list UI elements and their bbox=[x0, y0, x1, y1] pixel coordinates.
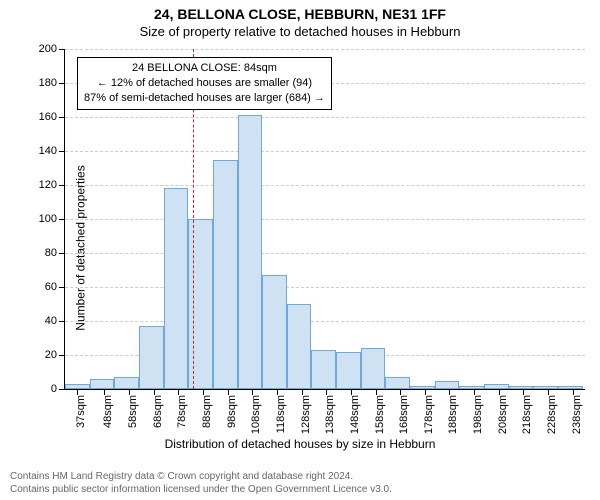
y-tick-label: 180 bbox=[39, 77, 57, 89]
y-tick bbox=[59, 83, 65, 84]
y-gridline bbox=[65, 151, 585, 152]
y-gridline bbox=[65, 321, 585, 322]
y-tick-label: 200 bbox=[39, 43, 57, 55]
y-tick-label: 140 bbox=[39, 145, 57, 157]
footer-line2: Contains public sector information licen… bbox=[10, 483, 392, 496]
annotation-line3: 87% of semi-detached houses are larger (… bbox=[84, 91, 325, 106]
annotation-line2: ← 12% of detached houses are smaller (94… bbox=[84, 76, 325, 91]
x-tick-label: 148sqm bbox=[349, 395, 361, 434]
x-tick-label: 158sqm bbox=[374, 395, 386, 434]
y-gridline bbox=[65, 287, 585, 288]
y-tick bbox=[59, 219, 65, 220]
x-tick-label: 78sqm bbox=[176, 395, 188, 428]
y-tick bbox=[59, 321, 65, 322]
y-tick-label: 160 bbox=[39, 111, 57, 123]
x-tick-label: 128sqm bbox=[300, 395, 312, 434]
annotation-line1: 24 BELLONA CLOSE: 84sqm bbox=[84, 61, 325, 76]
histogram-bar bbox=[484, 384, 509, 389]
y-tick bbox=[59, 117, 65, 118]
y-tick-label: 0 bbox=[51, 383, 57, 395]
y-gridline bbox=[65, 185, 585, 186]
y-tick bbox=[59, 151, 65, 152]
y-tick bbox=[59, 287, 65, 288]
histogram-bar bbox=[435, 381, 460, 390]
histogram-bar bbox=[558, 386, 583, 389]
histogram-bar bbox=[213, 160, 238, 390]
histogram-bar bbox=[139, 326, 164, 389]
y-tick bbox=[59, 253, 65, 254]
y-gridline bbox=[65, 117, 585, 118]
y-tick-label: 120 bbox=[39, 179, 57, 191]
y-gridline bbox=[65, 219, 585, 220]
y-gridline bbox=[65, 253, 585, 254]
histogram-bar bbox=[336, 352, 361, 389]
histogram-bar bbox=[361, 348, 386, 389]
y-tick-label: 80 bbox=[45, 247, 57, 259]
x-tick-label: 88sqm bbox=[201, 395, 213, 428]
x-tick-label: 58sqm bbox=[127, 395, 139, 428]
y-tick bbox=[59, 355, 65, 356]
x-tick-label: 118sqm bbox=[275, 395, 287, 433]
x-tick-label: 68sqm bbox=[152, 395, 164, 428]
x-tick-label: 138sqm bbox=[324, 395, 336, 434]
x-tick-label: 48sqm bbox=[102, 395, 114, 428]
x-tick-label: 228sqm bbox=[546, 395, 558, 434]
histogram-bar bbox=[533, 386, 558, 389]
y-tick-label: 100 bbox=[39, 213, 57, 225]
x-axis-label: Distribution of detached houses by size … bbox=[0, 437, 600, 451]
histogram-bar bbox=[311, 350, 336, 389]
x-tick-label: 198sqm bbox=[472, 395, 484, 434]
x-tick-label: 37sqm bbox=[75, 395, 87, 428]
chart-subtitle: Size of property relative to detached ho… bbox=[0, 22, 600, 43]
chart-title-address: 24, BELLONA CLOSE, HEBBURN, NE31 1FF bbox=[0, 0, 600, 22]
y-gridline bbox=[65, 49, 585, 50]
plot-area: 02040608010012014016018020037sqm48sqm58s… bbox=[64, 49, 585, 390]
histogram-bar bbox=[459, 386, 484, 389]
x-tick-label: 208sqm bbox=[497, 395, 509, 434]
histogram-bar bbox=[385, 377, 410, 389]
footer-line1: Contains HM Land Registry data © Crown c… bbox=[10, 470, 392, 483]
y-tick-label: 40 bbox=[45, 315, 57, 327]
x-tick-label: 178sqm bbox=[423, 395, 435, 434]
histogram-bar bbox=[114, 377, 139, 389]
histogram-bar bbox=[262, 275, 287, 389]
histogram-bar bbox=[509, 386, 534, 389]
x-tick-label: 188sqm bbox=[447, 395, 459, 434]
y-tick-label: 60 bbox=[45, 281, 57, 293]
histogram-bar bbox=[164, 188, 189, 389]
histogram-bar bbox=[238, 115, 263, 389]
x-tick-label: 238sqm bbox=[571, 395, 583, 434]
footer-credits: Contains HM Land Registry data © Crown c… bbox=[10, 470, 392, 496]
y-tick-label: 20 bbox=[45, 349, 57, 361]
x-tick-label: 108sqm bbox=[250, 395, 262, 434]
y-tick bbox=[59, 389, 65, 390]
histogram-bar bbox=[188, 219, 213, 389]
y-tick bbox=[59, 185, 65, 186]
x-tick-label: 168sqm bbox=[398, 395, 410, 434]
x-tick-label: 218sqm bbox=[521, 395, 533, 434]
y-tick bbox=[59, 49, 65, 50]
histogram-bar bbox=[90, 379, 115, 389]
annotation-box: 24 BELLONA CLOSE: 84sqm ← 12% of detache… bbox=[77, 57, 332, 110]
histogram-bar bbox=[287, 304, 312, 389]
chart-container: Number of detached properties 0204060801… bbox=[0, 43, 600, 453]
histogram-bar bbox=[410, 386, 435, 389]
x-tick-label: 98sqm bbox=[226, 395, 238, 428]
